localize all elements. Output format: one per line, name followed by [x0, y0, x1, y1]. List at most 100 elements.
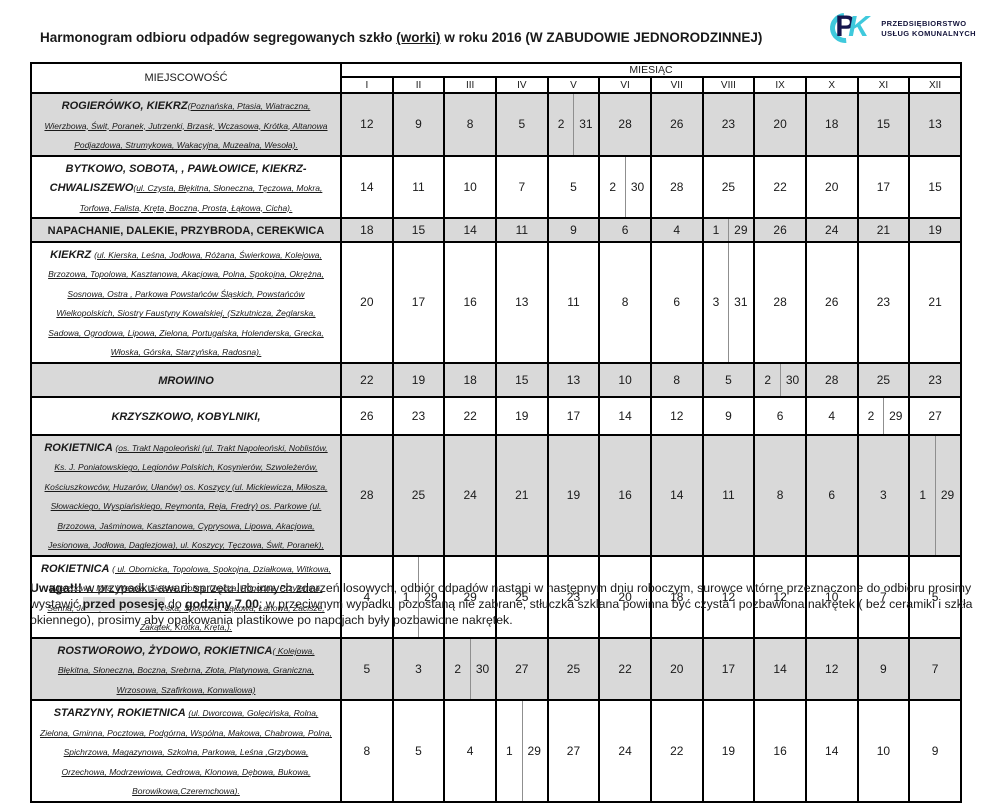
table-row: ROSTWOROWO, ŻYDOWO, ROKIETNICA( Kolejowa… [30, 636, 962, 702]
locality-cell: MROWINO [30, 361, 342, 398]
split-divider [521, 701, 523, 801]
month-headers-row: I II III IV V VI VII VIII IX X XI XII [31, 76, 962, 94]
date-cell: 28 [753, 240, 807, 364]
date-cell: 23 [701, 92, 756, 157]
page-title-worki: (worki) [396, 30, 441, 45]
date-cell: 23 [546, 554, 601, 639]
date-cell: 25 [856, 361, 911, 398]
locality-name: ROGIERÓWKO, KIEKRZ [61, 100, 188, 112]
date-cell-part: 2 [764, 372, 771, 387]
locality-cell: ROGIERÓWKO, KIEKRZ(Poznańska, Ptasia, Wi… [30, 92, 342, 157]
date-cell: 7 [856, 554, 911, 639]
collection-schedule-table: MIEJSCOWOŚĆ MIESIĄC I II III IV V VI VII VIII IX… [30, 62, 962, 803]
split-divider [418, 556, 420, 637]
date-cell-part: 2 [609, 179, 617, 194]
date-cell: 17 [391, 240, 446, 364]
date-cell: 14 [753, 636, 807, 702]
date-cell: 14 [340, 154, 394, 220]
date-cell-part: 1 [402, 589, 410, 604]
month-header: XII [908, 76, 962, 94]
date-cell: 25 [391, 433, 446, 557]
table-row: STARZYNY, ROKIETNICA (ul. Dworcowa, Golę… [30, 699, 962, 803]
date-cell: 13 [494, 240, 549, 364]
locality-name: NAPACHANIE, DALEKIE, PRZYBRODA, CEREKWIC… [47, 225, 325, 238]
date-cell: 18 [804, 92, 859, 157]
date-cell: 6 [753, 395, 807, 436]
locality-streets: (Poznańska, Ptasia, Wiatraczna, Wierzbow… [44, 101, 328, 151]
date-cell: 18 [649, 554, 704, 639]
date-cell: 22 [598, 636, 652, 702]
date-cell-part: 1 [506, 744, 513, 759]
date-cell: 7 [494, 154, 549, 220]
date-cell: 14 [804, 699, 859, 803]
date-cell: 28 [649, 154, 704, 220]
date-cell: 26 [804, 240, 859, 364]
split-dates: 2 30 [755, 373, 805, 387]
date-cell: 9 [908, 699, 962, 803]
page-title-prefix: Harmonogram odbioru odpadów segregowanyc… [40, 30, 397, 45]
date-cell-split: 1 29 [494, 699, 549, 803]
month-header: VI [598, 76, 652, 94]
locality-name: ROKIETNICA [41, 562, 113, 575]
table-row: KIEKRZ (ul. Kierska, Leśna, Jodłowa, Róż… [30, 240, 962, 364]
date-cell: 11 [546, 240, 601, 364]
month-header: IX [753, 76, 807, 94]
date-cell: 8 [649, 361, 704, 398]
locality-streets: (ul. Czysta, Błękitna, Słoneczna, Tęczow… [79, 183, 323, 213]
locality-cell: BYTKOWO, SOBOTA, , PAWŁOWICE, KIEKRZ-CHW… [30, 154, 342, 220]
date-cell: 6 [598, 217, 652, 243]
date-cell-part: 1 [712, 222, 720, 237]
date-cell: 5 [494, 92, 549, 157]
date-cell: 9 [546, 217, 601, 243]
date-cell: 15 [856, 92, 911, 157]
date-cell: 26 [753, 217, 807, 243]
date-cell: 14 [443, 217, 497, 243]
date-cell: 21 [494, 433, 549, 557]
split-divider [883, 397, 885, 434]
table-row: ROKIETNICA (os. Trakt Napoleoński (ul. T… [30, 433, 962, 557]
date-cell: 21 [856, 217, 911, 243]
date-cell: 8 [753, 433, 807, 557]
date-cell-part: 2 [867, 408, 875, 423]
footer-segment: przed posesję [82, 597, 165, 612]
table-row: ROKIETNICA ( ul. Obornicka, Topolowa, Sp… [30, 554, 962, 639]
locality-name: ROSTWOROWO, ŻYDOWO, ROKIETNICA [57, 644, 273, 657]
locality-streets: (ul. Kierska, Leśna, Jodłowa, Różana, Św… [48, 249, 324, 358]
date-cell: 18 [443, 361, 497, 398]
locality-name: MROWINO [158, 374, 214, 387]
locality-cell: KRZYSZKOWO, KOBYLNIKI, [30, 395, 342, 436]
date-cell: 10 [443, 154, 497, 220]
date-cell: 5 [391, 699, 446, 803]
footer-segment: do [164, 597, 186, 612]
footer-note: Uwaga!!! w przypadku awarii sprzętu lub … [30, 580, 976, 629]
date-cell: 16 [753, 699, 807, 803]
date-cell: 27 [494, 636, 549, 702]
date-cell: 8 [340, 699, 394, 803]
page-title-suffix: w roku 2016 (W ZABUDOWIE JEDNORODZINNEJ) [440, 30, 763, 45]
date-cell: 26 [340, 395, 394, 436]
date-cell: 3 [856, 433, 911, 557]
date-cell-split: 2 30 [753, 361, 807, 398]
date-cell: 24 [443, 433, 497, 557]
date-cell: 19 [908, 217, 962, 243]
date-cell: 17 [856, 154, 911, 220]
date-cell: 22 [443, 395, 497, 436]
date-cell-split: 2 31 [546, 92, 601, 157]
date-cell: 25 [701, 154, 756, 220]
date-cell: 16 [443, 240, 497, 364]
date-cell-part: 2 [454, 662, 462, 677]
table-row: BYTKOWO, SOBOTA, , PAWŁOWICE, KIEKRZ-CHW… [30, 154, 962, 220]
table-row: NAPACHANIE, DALEKIE, PRZYBRODA, CEREKWIC… [30, 217, 962, 243]
table-row: ROGIERÓWKO, KIEKRZ(Poznańska, Ptasia, Wi… [30, 92, 962, 157]
company-name-line1: PRZEDSIĘBIORSTWO [881, 18, 967, 28]
date-cell: 27 [546, 699, 601, 803]
locality-streets: ( ul. Obornicka, Topolowa, Spokojna, Dzi… [47, 563, 331, 633]
split-dates: 2 31 [549, 117, 599, 131]
page-title: Harmonogram odbioru odpadów segregowanyc… [40, 30, 762, 45]
date-cell-split: 3 31 [701, 240, 756, 364]
split-dates: 1 29 [704, 223, 754, 237]
date-cell: 27 [908, 395, 962, 436]
month-header: VIII [701, 76, 756, 94]
locality-cell: NAPACHANIE, DALEKIE, PRZYBRODA, CEREKWIC… [30, 217, 342, 243]
company-name-line2: USŁUG KOMUNALNYCH [881, 29, 976, 38]
